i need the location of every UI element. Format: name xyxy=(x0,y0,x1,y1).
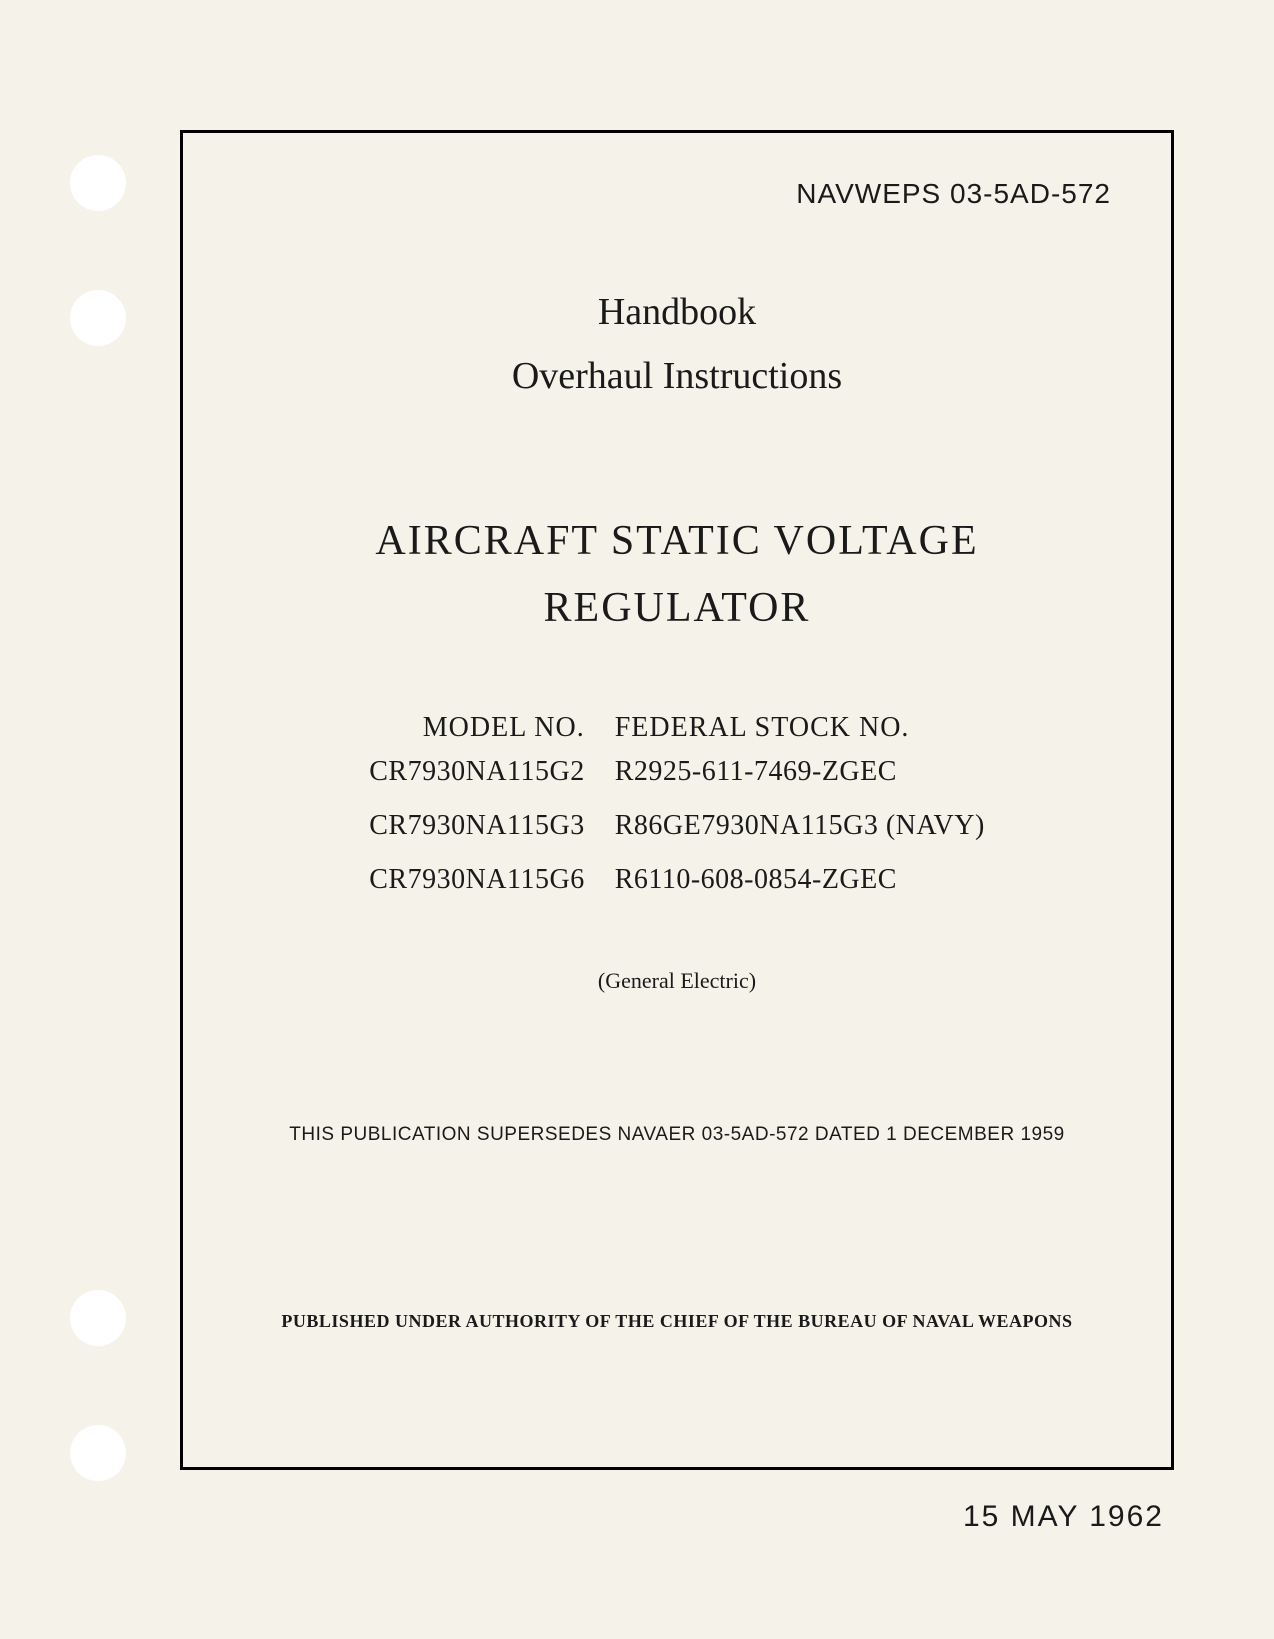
punch-hole xyxy=(70,1290,126,1346)
main-title: AIRCRAFT STATIC VOLTAGE REGULATOR xyxy=(243,508,1111,642)
manufacturer-label: (General Electric) xyxy=(243,968,1111,994)
model-number: CR7930NA115G2 xyxy=(369,756,584,788)
punch-hole xyxy=(70,1425,126,1481)
model-column: MODEL NO. CR7930NA115G2 CR7930NA115G3 CR… xyxy=(369,712,584,918)
supersedes-notice: THIS PUBLICATION SUPERSEDES NAVAER 03-5A… xyxy=(243,1124,1111,1146)
main-title-line2: REGULATOR xyxy=(544,585,811,631)
document-number: NAVWEPS 03-5AD-572 xyxy=(243,178,1111,210)
model-number: CR7930NA115G3 xyxy=(369,810,584,842)
authority-notice: PUBLISHED UNDER AUTHORITY OF THE CHIEF O… xyxy=(243,1311,1111,1332)
model-table: MODEL NO. CR7930NA115G2 CR7930NA115G3 CR… xyxy=(243,712,1111,918)
page-container: NAVWEPS 03-5AD-572 Handbook Overhaul Ins… xyxy=(0,0,1274,1639)
handbook-label: Handbook xyxy=(243,290,1111,334)
punch-hole xyxy=(70,155,126,211)
stock-number: R6110-608-0854-ZGEC xyxy=(615,864,897,896)
model-header: MODEL NO. xyxy=(423,712,585,744)
publication-date: 15 MAY 1962 xyxy=(180,1500,1174,1534)
overhaul-label: Overhaul Instructions xyxy=(243,354,1111,398)
main-title-line1: AIRCRAFT STATIC VOLTAGE xyxy=(375,518,978,564)
punch-hole xyxy=(70,290,126,346)
stock-column: FEDERAL STOCK NO. R2925-611-7469-ZGEC R8… xyxy=(615,712,985,918)
stock-number: R86GE7930NA115G3 (NAVY) xyxy=(615,810,985,842)
document-frame: NAVWEPS 03-5AD-572 Handbook Overhaul Ins… xyxy=(180,130,1174,1470)
stock-number: R2925-611-7469-ZGEC xyxy=(615,756,897,788)
model-number: CR7930NA115G6 xyxy=(369,864,584,896)
stock-header: FEDERAL STOCK NO. xyxy=(615,712,910,744)
